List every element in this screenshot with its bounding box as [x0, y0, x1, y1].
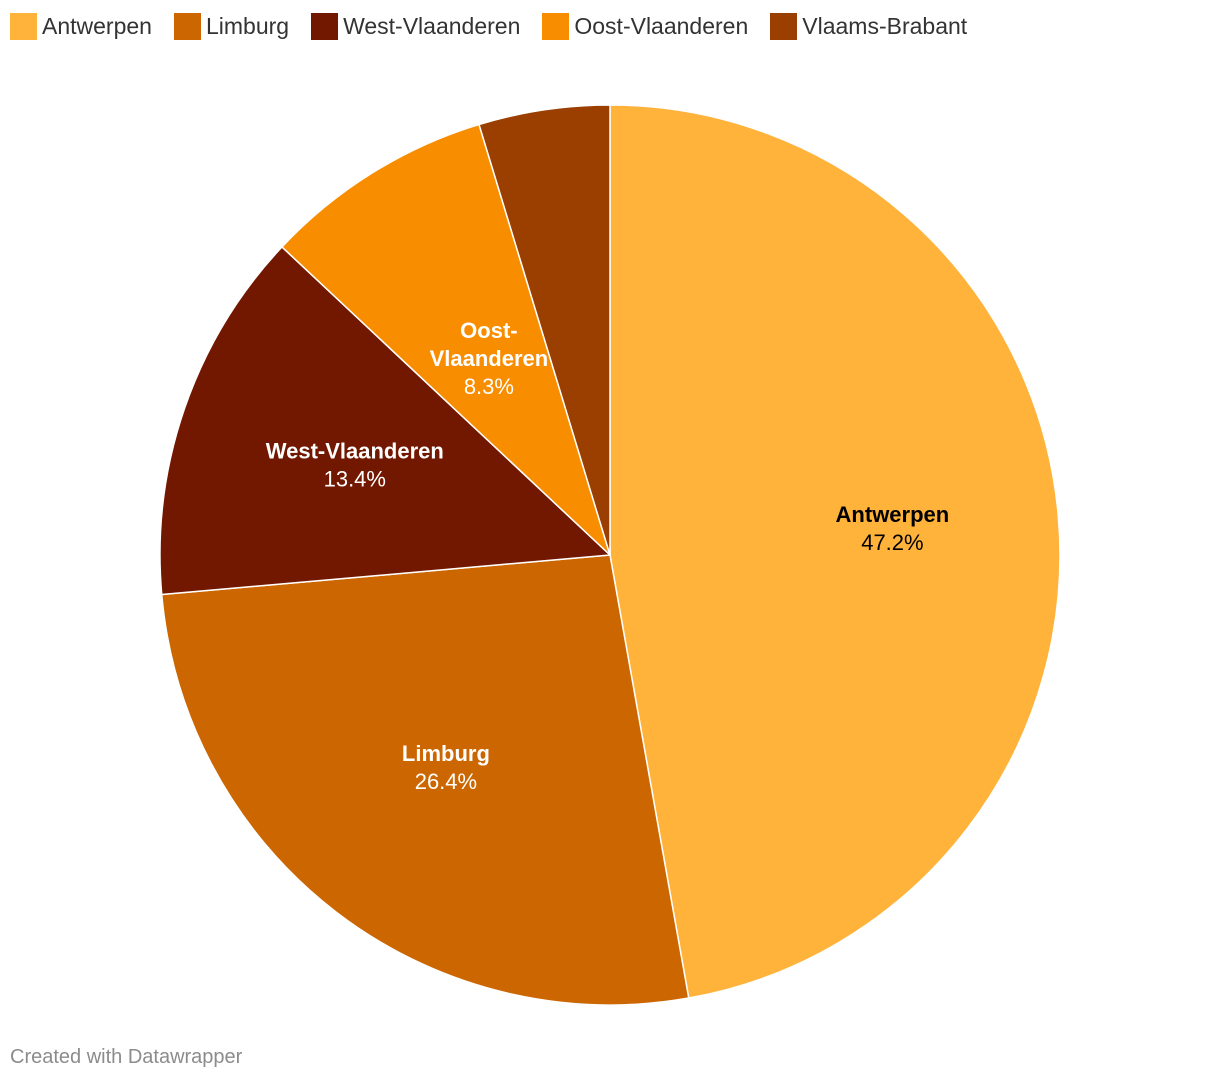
legend-item-limburg: Limburg: [173, 12, 290, 40]
slice-label-west-vlaanderen-value: 13.4%: [324, 467, 386, 492]
legend-swatch-west-vlaanderen: [311, 12, 339, 40]
slice-label-antwerpen-value: 47.2%: [861, 530, 923, 555]
legend-label-west-vlaanderen: West-Vlaanderen: [343, 12, 521, 39]
legend-swatch-antwerpen: [10, 12, 37, 40]
legend-item-vlaams-brabant: Vlaams-Brabant: [770, 12, 968, 40]
legend-swatch-vlaams-brabant: [770, 12, 798, 40]
pie-slice-antwerpen: [609, 104, 1061, 999]
legend-item-oost-vlaanderen: Oost-Vlaanderen: [542, 12, 749, 40]
legend-swatch-oost-vlaanderen: [542, 12, 570, 40]
legend-label-vlaams-brabant: Vlaams-Brabant: [802, 12, 968, 39]
legend-swatch-limburg: [173, 12, 201, 40]
slice-label-antwerpen-name: Antwerpen: [836, 502, 950, 527]
slice-label-west-vlaanderen-name: West-Vlaanderen: [266, 439, 444, 464]
legend-label-limburg: Limburg: [205, 12, 290, 39]
chart-legend: Antwerpen Limburg West-Vlaanderen Oost-V…: [10, 10, 989, 42]
slice-label-oost-vlaanderen-value: 8.3%: [464, 374, 514, 399]
pie-slice-oost-vlaanderen: [281, 123, 611, 556]
slice-label-oost-vlaanderen-name-1: Oost-: [460, 318, 517, 343]
legend-item-antwerpen: Antwerpen: [10, 12, 152, 40]
pie-slice-limburg: [160, 554, 690, 1006]
slice-label-limburg-value: 26.4%: [415, 769, 477, 794]
datawrapper-credit: Created with Datawrapper: [10, 1046, 243, 1068]
pie-slice-west-vlaanderen: [159, 246, 611, 596]
legend-item-west-vlaanderen: West-Vlaanderen: [311, 12, 521, 40]
slice-label-limburg-name: Limburg: [402, 741, 490, 766]
legend-label-oost-vlaanderen: Oost-Vlaanderen: [574, 12, 749, 39]
slice-label-oost-vlaanderen-name-2: Vlaanderen: [430, 346, 549, 371]
legend-label-antwerpen: Antwerpen: [42, 12, 152, 39]
pie-slice-vlaams-brabant: [478, 104, 611, 556]
